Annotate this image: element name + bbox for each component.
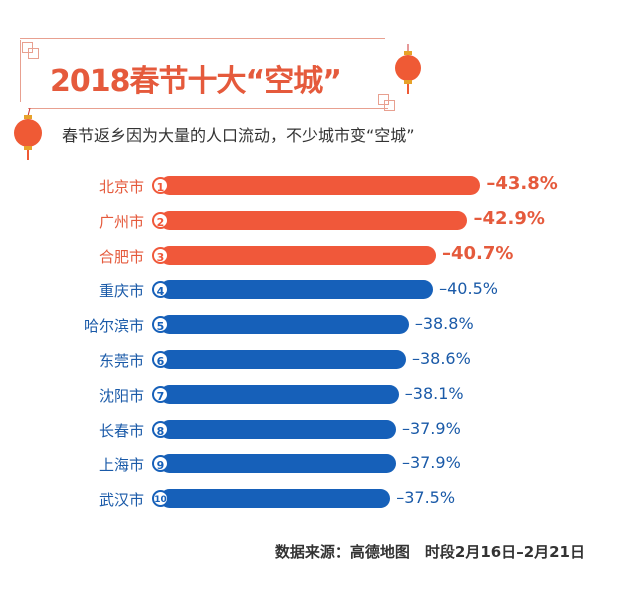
rank-badge: 10 [152, 490, 169, 508]
chart-subtitle: 春节返乡因为大量的人口流动，不少城市变“空城” [62, 126, 415, 145]
bar [160, 245, 436, 265]
bar [160, 280, 434, 300]
chart-title: 2018春节十大“空城” [50, 64, 342, 99]
data-source: 数据来源：高德地图 时段2月16日–2月21日 [274, 543, 585, 561]
frame-line [20, 38, 385, 39]
city-label: 武汉市 [98, 491, 144, 510]
bar [160, 350, 406, 369]
city-label: 长春市 [98, 421, 144, 440]
rank-badge: 4 [152, 281, 169, 299]
value-label: –42.9% [473, 207, 545, 229]
rank-badge: 7 [152, 385, 169, 403]
knot-ornament [22, 42, 33, 53]
value-label: –38.1% [404, 383, 464, 403]
knot-ornament [378, 94, 389, 105]
city-label: 合肥市 [98, 247, 144, 266]
rank-badge: 1 [152, 177, 169, 194]
frame-line [20, 40, 21, 102]
bar [160, 489, 391, 509]
value-label: –38.8% [414, 314, 474, 334]
rank-badge: 3 [152, 246, 169, 264]
rank-badge: 6 [152, 351, 169, 368]
bar [160, 210, 468, 230]
city-label: 沈阳市 [98, 386, 144, 405]
value-label: –40.5% [439, 279, 498, 299]
value-label: –40.7% [441, 242, 514, 264]
rank-badge: 8 [152, 420, 169, 438]
lantern-icon [395, 44, 421, 94]
lantern-icon [14, 108, 42, 160]
city-label: 东莞市 [98, 352, 144, 370]
city-label: 广州市 [98, 212, 144, 231]
value-label: –37.5% [396, 488, 456, 508]
bar [160, 176, 481, 195]
city-label: 上海市 [98, 456, 144, 475]
city-label: 北京市 [98, 178, 144, 196]
value-label: –37.9% [401, 453, 461, 473]
city-label: 哈尔滨市 [83, 317, 144, 336]
bar [160, 419, 396, 439]
rank-badge: 9 [152, 455, 169, 473]
value-label: –37.9% [401, 418, 461, 438]
bar [160, 384, 399, 404]
value-label: –38.6% [411, 349, 471, 368]
city-label: 重庆市 [98, 282, 144, 301]
bar [160, 315, 409, 335]
knot-ornament [384, 100, 395, 111]
value-label: –43.8% [486, 173, 558, 194]
bar [160, 454, 396, 474]
rank-badge: 5 [152, 316, 169, 334]
frame-line [28, 108, 388, 109]
knot-ornament [28, 48, 39, 59]
rank-badge: 2 [152, 211, 169, 229]
